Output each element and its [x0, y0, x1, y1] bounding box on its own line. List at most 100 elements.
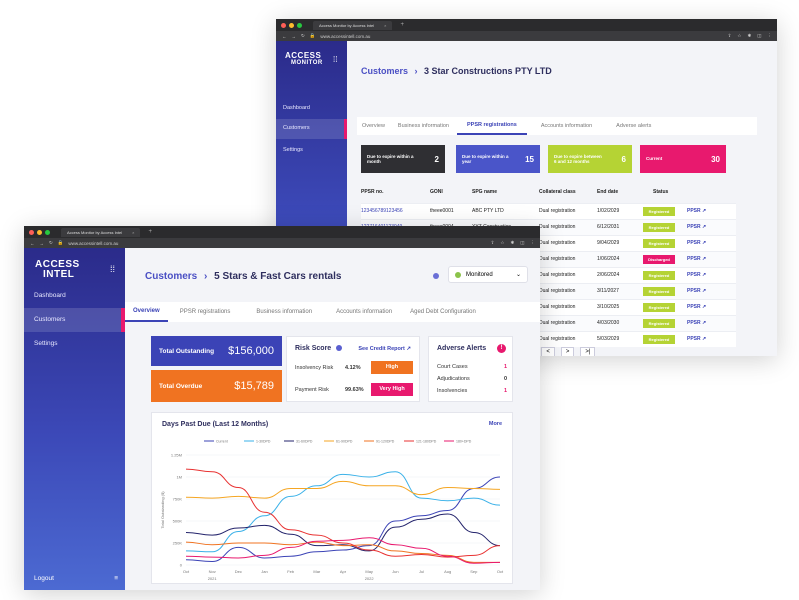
- status-badge: Discharged: [643, 255, 675, 264]
- outstanding-value: $156,000: [228, 345, 274, 357]
- risk-rows: Insolvency Risk 4.12% High Payment Risk 99.6…: [295, 361, 413, 401]
- overdue-value: $15,789: [234, 380, 274, 392]
- back-arrow-icon[interactable]: ←: [30, 240, 35, 246]
- adverse-label: Insolvencies: [437, 388, 468, 394]
- pagination-item[interactable]: >: [560, 347, 575, 356]
- table-cell: theee0001: [430, 208, 454, 214]
- pagination-item[interactable]: <: [541, 347, 555, 356]
- stat-value: 15: [525, 154, 534, 164]
- extension-icon[interactable]: ✱: [510, 240, 515, 245]
- close-dot[interactable]: [281, 22, 286, 28]
- new-tab-icon[interactable]: +: [148, 229, 152, 235]
- tab-business-information[interactable]: Business information: [256, 309, 313, 315]
- monitor-dropdown[interactable]: Monitored ⌄: [448, 266, 528, 283]
- breadcrumb-customers[interactable]: Customers: [361, 66, 409, 76]
- sidebar-icon[interactable]: ◫: [757, 33, 762, 38]
- stat-card: Current 30: [640, 145, 726, 173]
- table-row[interactable]: 123456789123456 theee0001 ABC PTY LTD Dual …: [361, 203, 736, 219]
- tab-overview[interactable]: Overview: [125, 302, 168, 322]
- ppsr-link[interactable]: PPSR ↗: [687, 272, 707, 278]
- ppsr-link[interactable]: PPSR ↗: [687, 336, 707, 342]
- minimize-dot[interactable]: [37, 229, 42, 235]
- adverse-title: Adverse Alerts: [437, 345, 487, 352]
- grid-icon[interactable]: ⁞⁞: [333, 55, 338, 64]
- share-icon[interactable]: ⇪: [490, 240, 495, 245]
- tab-overview[interactable]: Overview: [362, 123, 385, 129]
- tab-accounts-information[interactable]: Accounts information: [540, 123, 593, 129]
- maximize-dot[interactable]: [297, 22, 302, 28]
- front-address-bar: ← → ↻ 🔒 www.accessintell.com.au ⇪ ☆ ✱ ◫ ⋮: [24, 238, 540, 248]
- tab-title: Access Monitor by Access Intel: [67, 229, 123, 235]
- ppsr-link[interactable]: PPSR ↗: [687, 256, 707, 262]
- adverse-row: Court Cases 1: [437, 361, 507, 373]
- series-line: [185, 537, 501, 564]
- reload-icon[interactable]: ↻: [49, 240, 53, 245]
- risk-score-card: Risk Score See Credit Report ↗ Insolvenc…: [286, 336, 420, 402]
- tab-business-information[interactable]: Business information: [397, 123, 449, 129]
- tab-close-icon[interactable]: ×: [132, 229, 135, 235]
- sidebar-item-settings[interactable]: Settings: [283, 147, 303, 153]
- forward-arrow-icon[interactable]: →: [39, 240, 45, 246]
- browser-tab[interactable]: Access Monitor by Access Intel ×: [61, 227, 141, 237]
- table-cell: 3/11/2027: [597, 288, 619, 294]
- table-cell: Dual registration: [539, 272, 576, 278]
- ppsr-link[interactable]: PPSR ↗: [687, 304, 707, 310]
- pagination-item[interactable]: >|: [580, 347, 596, 356]
- x-tick-label: Jul: [419, 569, 424, 574]
- table-cell: Dual registration: [539, 304, 576, 310]
- status-badge: Registered: [643, 223, 675, 232]
- sidebar-item-dashboard[interactable]: Dashboard: [34, 292, 66, 299]
- share-icon[interactable]: ⇪: [727, 33, 732, 38]
- risk-label: Insolvency Risk: [295, 365, 334, 371]
- close-dot[interactable]: [29, 229, 34, 235]
- adverse-alerts-card: Adverse Alerts ! Court Cases 1 Adjudicatio…: [428, 336, 513, 402]
- pagination: 6<>>|: [532, 347, 596, 356]
- tab-ppsr-registrations[interactable]: PPSR registrations: [456, 117, 527, 135]
- minimize-dot[interactable]: [289, 22, 294, 28]
- maximize-dot[interactable]: [45, 229, 50, 235]
- url-text[interactable]: www.accessintell.com.au: [68, 240, 119, 246]
- sidebar-item-customers[interactable]: Customers: [276, 119, 347, 139]
- reload-icon[interactable]: ↻: [301, 33, 305, 38]
- tab-ppsr-registrations[interactable]: PPSR registrations: [179, 309, 231, 315]
- tab-aged-debt-configuration[interactable]: Aged Debt Configuration: [410, 309, 476, 315]
- stat-label: Current: [646, 156, 663, 162]
- sidebar-icon[interactable]: ◫: [520, 240, 525, 245]
- menu-icon[interactable]: ⋮: [530, 240, 536, 245]
- ppsr-link[interactable]: PPSR ↗: [687, 224, 707, 230]
- more-link[interactable]: More: [488, 421, 502, 427]
- tab-adverse-alerts[interactable]: Adverse alerts: [616, 123, 652, 129]
- credit-report-link[interactable]: See Credit Report ↗: [358, 346, 411, 352]
- browser-tab[interactable]: Access Monitor by Access Intel ×: [313, 20, 393, 30]
- url-text[interactable]: www.accessintell.com.au: [320, 33, 371, 39]
- logout-button[interactable]: Logout ≡: [34, 575, 118, 582]
- ppsr-link[interactable]: PPSR ↗: [687, 240, 707, 246]
- star-icon[interactable]: ☆: [500, 240, 505, 245]
- forward-arrow-icon[interactable]: →: [291, 33, 297, 39]
- sidebar-item-settings[interactable]: Settings: [34, 340, 58, 347]
- sidebar-item-customers[interactable]: Customers: [24, 308, 125, 332]
- menu-icon[interactable]: ⋮: [767, 33, 773, 38]
- breadcrumb-customers[interactable]: Customers: [145, 271, 198, 282]
- tab-accounts-information[interactable]: Accounts information: [336, 309, 393, 315]
- info-icon[interactable]: [336, 345, 343, 352]
- status-badge: Registered: [643, 239, 675, 248]
- risk-row: Payment Risk 99.63% Very High: [295, 383, 413, 401]
- dpd-chart-card: Days Past Due (Last 12 Months) More 0 250…: [151, 412, 513, 584]
- back-arrow-icon[interactable]: ←: [282, 33, 287, 39]
- tab-close-icon[interactable]: ×: [384, 22, 387, 28]
- ppsr-link[interactable]: PPSR ↗: [687, 288, 707, 294]
- new-tab-icon[interactable]: +: [400, 22, 404, 28]
- ppsr-number-link[interactable]: 123456789123456: [361, 208, 403, 214]
- table-cell: ABC PTY LTD: [472, 208, 504, 214]
- hamburger-icon[interactable]: ≡: [114, 575, 118, 582]
- ppsr-link[interactable]: PPSR ↗: [687, 320, 707, 326]
- grid-icon[interactable]: ⁞⁞: [110, 264, 116, 274]
- star-icon[interactable]: ☆: [737, 33, 742, 38]
- extension-icon[interactable]: ✱: [747, 33, 752, 38]
- ppsr-link[interactable]: PPSR ↗: [687, 208, 707, 214]
- stat-label: Due to expire within a year: [462, 153, 509, 164]
- status-badge: Registered: [643, 207, 675, 216]
- sidebar-item-dashboard[interactable]: Dashboard: [283, 105, 310, 111]
- stat-card: Due to expire within a year 15: [456, 145, 540, 173]
